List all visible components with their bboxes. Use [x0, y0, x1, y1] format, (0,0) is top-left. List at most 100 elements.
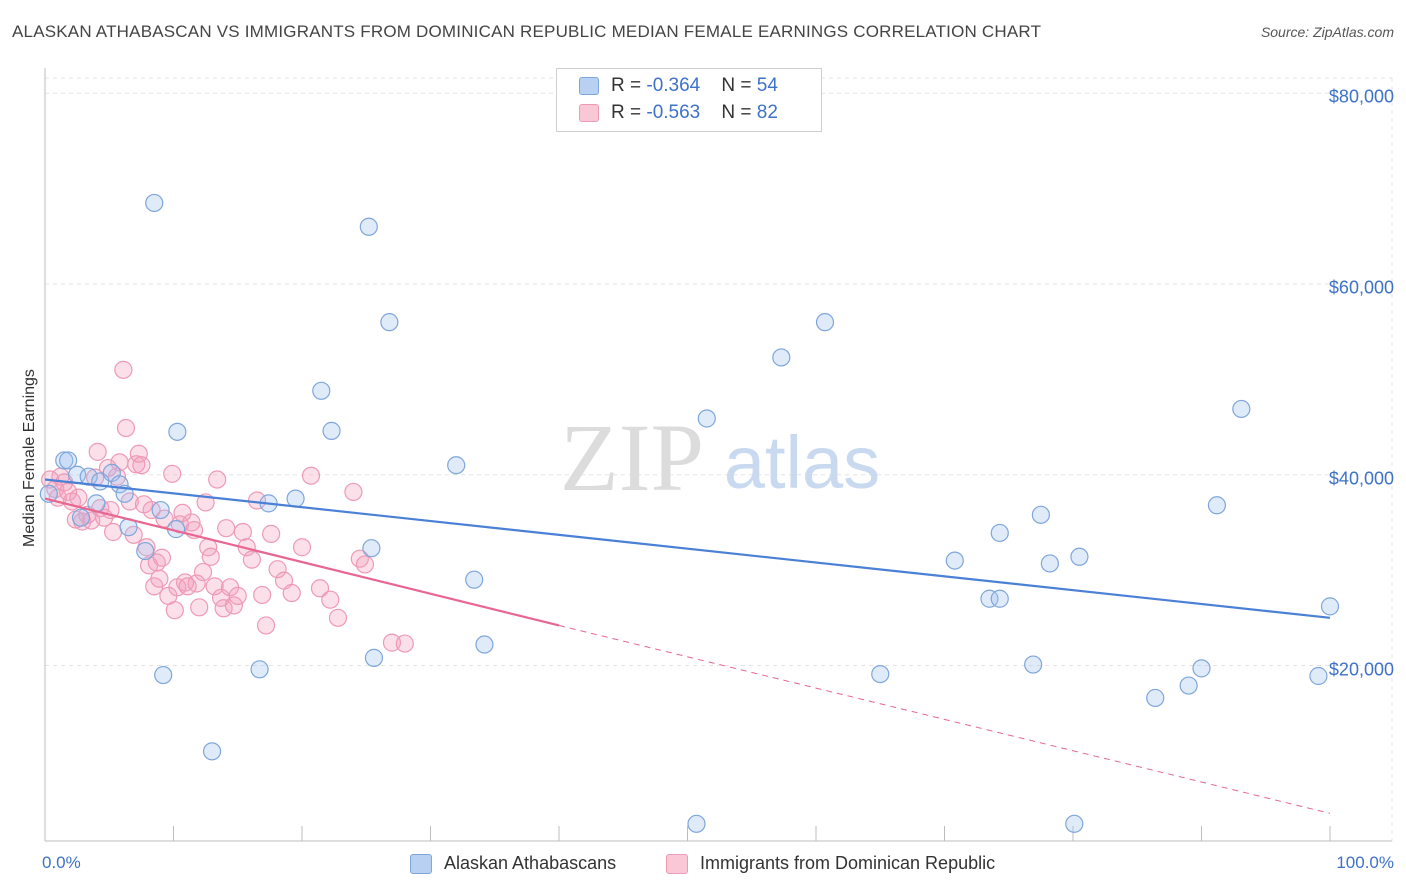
data-point	[990, 589, 1009, 608]
n-label: N =	[721, 102, 757, 123]
data-point	[1207, 496, 1227, 515]
trend-line-athabascan	[44, 478, 1331, 619]
y-tick-label-40000: $40,000	[1328, 468, 1394, 489]
data-point	[1024, 655, 1043, 674]
legend-swatch-blue	[410, 854, 432, 874]
data-point	[772, 348, 791, 367]
chart-title: ALASKAN ATHABASCAN VS IMMIGRANTS FROM DO…	[12, 22, 1042, 41]
data-point	[205, 577, 224, 596]
y-tick-label-60000: $60,000	[1328, 277, 1394, 298]
data-point	[228, 586, 247, 605]
data-point	[190, 598, 209, 617]
data-point	[268, 560, 287, 579]
data-point	[145, 193, 164, 213]
trend-lines	[44, 478, 1331, 814]
data-point	[262, 524, 281, 543]
data-point	[328, 608, 348, 627]
data-point	[55, 451, 74, 470]
data-point	[214, 599, 233, 618]
series-alaskan-athabascan-points	[39, 193, 1340, 833]
data-point	[380, 313, 399, 332]
data-point	[355, 555, 375, 574]
data-point	[364, 648, 384, 667]
data-point	[250, 660, 269, 679]
x-tick-label-min: 0.0%	[42, 853, 81, 872]
data-point	[129, 444, 148, 463]
legend-label: Alaskan Athabascans	[444, 853, 617, 873]
data-point	[202, 742, 222, 761]
data-point	[1232, 399, 1251, 419]
n-label: N =	[721, 75, 757, 96]
data-point	[253, 585, 272, 605]
data-point	[697, 409, 716, 428]
data-point	[980, 589, 999, 608]
stats-box: R = -0.364 N = 54 R = -0.563 N = 82	[556, 68, 822, 132]
data-point	[69, 488, 88, 507]
legend-swatch-pink	[666, 854, 688, 874]
data-point	[242, 550, 261, 569]
data-point	[945, 551, 964, 570]
data-point	[1065, 814, 1084, 833]
data-point	[154, 665, 173, 685]
data-point	[114, 360, 133, 379]
legend-label: Immigrants from Dominican Republic	[700, 853, 996, 873]
data-point	[475, 635, 494, 654]
data-point	[1031, 505, 1050, 524]
data-point	[815, 313, 835, 332]
data-point	[59, 451, 78, 470]
trend-line-dominican-extrapolated	[558, 624, 1331, 814]
source-credit: Source: ZipAtlas.com	[1260, 24, 1394, 40]
data-point	[1179, 676, 1198, 695]
data-point	[127, 455, 146, 474]
trend-line-dominican	[44, 497, 560, 627]
data-point	[292, 538, 312, 557]
y-tick-label-80000: $80,000	[1328, 86, 1394, 107]
x-tick-label-max: 100.0%	[1336, 853, 1394, 872]
y-tick-label-20000: $20,000	[1328, 659, 1394, 680]
data-point	[59, 482, 78, 502]
r-value: -0.563	[646, 102, 701, 123]
data-point	[187, 574, 206, 593]
data-point	[282, 583, 301, 603]
data-point	[395, 634, 414, 653]
data-point	[132, 456, 151, 475]
data-point	[1040, 554, 1059, 573]
data-point	[362, 539, 381, 558]
data-point	[104, 522, 123, 542]
gridlines	[45, 77, 1393, 841]
data-point	[150, 569, 169, 588]
data-point	[990, 523, 1009, 543]
data-point	[322, 421, 341, 440]
data-point	[447, 456, 466, 475]
data-point	[1070, 547, 1089, 566]
data-point	[286, 489, 305, 508]
data-point	[163, 464, 182, 483]
series-dominican-republic-points	[41, 360, 414, 653]
watermark-zip: ZIP	[560, 404, 704, 511]
watermark-atlas: atlas	[724, 421, 880, 504]
n-value: 54	[756, 75, 778, 96]
data-point	[152, 548, 172, 567]
data-point	[136, 541, 155, 561]
data-point	[208, 470, 227, 489]
r-value: -0.364	[646, 75, 701, 96]
data-point	[116, 418, 136, 438]
stats-swatch-blue	[579, 77, 599, 95]
data-point	[1320, 597, 1340, 616]
data-point	[151, 500, 170, 520]
r-label: R =	[611, 75, 647, 96]
data-point	[687, 814, 706, 833]
data-point	[350, 549, 369, 568]
data-point	[321, 590, 340, 609]
n-value: 82	[756, 102, 778, 123]
data-point	[1146, 688, 1165, 708]
data-point	[310, 579, 330, 598]
data-point	[217, 519, 236, 538]
data-point	[465, 570, 484, 589]
data-point	[224, 596, 243, 615]
stats-swatch-pink	[579, 104, 599, 122]
data-point	[344, 482, 363, 502]
r-label: R =	[611, 102, 647, 123]
data-point	[71, 508, 91, 527]
